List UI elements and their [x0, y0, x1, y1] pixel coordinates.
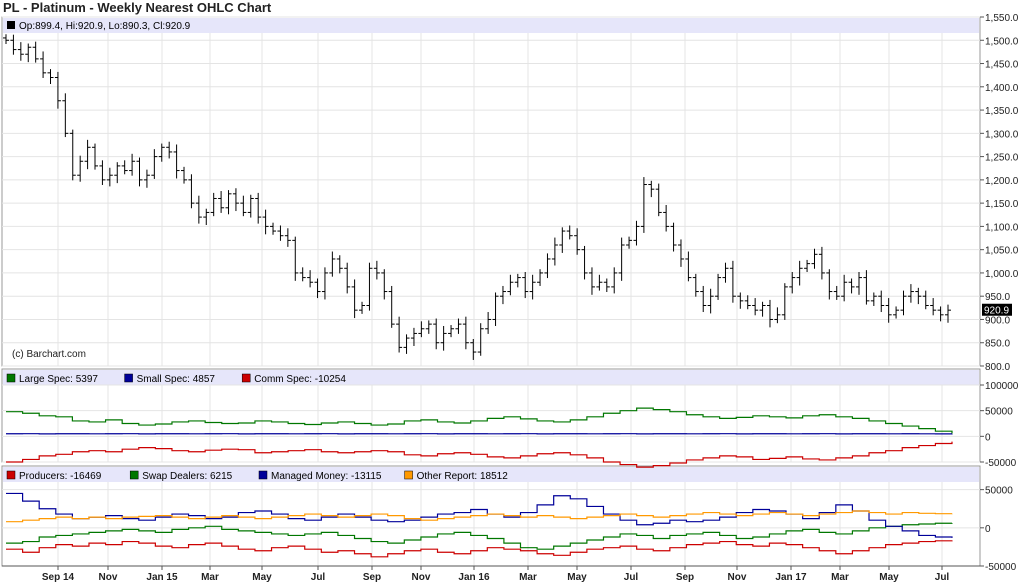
y-tick-label: 1,150.0 [985, 199, 1019, 210]
x-tick-label: Nov [412, 572, 431, 583]
y-tick-label: 850.0 [985, 339, 1010, 350]
ohlc-legend: Op:899.4, Hi:920.9, Lo:890.3, Cl:920.9 [19, 21, 191, 32]
x-tick-label: Sep 14 [42, 572, 75, 583]
legend-label-spec: Small Spec: 4857 [137, 374, 216, 385]
series-line-spec [6, 407, 953, 434]
legend-label-cot: Other Report: 18512 [417, 471, 509, 482]
legend-swatch-cot [6, 470, 16, 480]
y-tick-label: 1,000.0 [985, 269, 1019, 280]
panel-legend-bar-1 [3, 18, 979, 33]
x-tick-label: May [879, 572, 899, 583]
y-tick-label: 100000 [985, 381, 1019, 392]
x-tick-label: Jul [935, 572, 950, 583]
legend-swatch-ohlc [7, 21, 15, 29]
legend-label-cot: Producers: -16469 [19, 471, 102, 482]
page-title: PL - Platinum - Weekly Nearest OHLC Char… [3, 0, 272, 15]
y-tick-label: 0 [985, 432, 991, 443]
series-line-spec [6, 441, 953, 468]
y-tick-label: 950.0 [985, 292, 1010, 303]
legend-label-spec: Large Spec: 5397 [19, 374, 98, 385]
y-tick-label: 900.0 [985, 315, 1010, 326]
series-line-cot [6, 522, 953, 550]
legend-swatch-cot [258, 470, 268, 480]
last-value-box [982, 303, 1012, 316]
y-tick-label: -50000 [985, 562, 1017, 573]
x-tick-label: Mar [831, 572, 849, 583]
x-tick-label: Jul [311, 572, 326, 583]
series-line-cot [6, 510, 953, 523]
y-tick-label: 0 [985, 524, 991, 535]
y-tick-label: 50000 [985, 486, 1013, 497]
series-line-cot [6, 540, 953, 558]
x-tick-label: Nov [99, 572, 118, 583]
y-tick-label: 1,550.0 [985, 13, 1019, 24]
y-tick-label: 1,200.0 [985, 176, 1019, 187]
legend-label-spec: Comm Spec: -10254 [254, 374, 346, 385]
y-tick-label: 1,050.0 [985, 246, 1019, 257]
y-tick-label: 1,250.0 [985, 153, 1019, 164]
y-tick-label: 1,350.0 [985, 106, 1019, 117]
y-tick-label: 800.0 [985, 362, 1010, 373]
x-tick-label: Sep [676, 572, 694, 583]
y-tick-label: 50000 [985, 407, 1013, 418]
copyright-text: (c) Barchart.com [12, 349, 86, 360]
last-value-label: 920.9 [984, 306, 1009, 317]
x-tick-label: May [252, 572, 272, 583]
y-tick-label: -50000 [985, 458, 1017, 469]
y-tick-label: 1,300.0 [985, 129, 1019, 140]
legend-swatch-spec [6, 373, 16, 383]
x-tick-label: Mar [201, 572, 219, 583]
y-tick-label: 1,500.0 [985, 36, 1019, 47]
y-tick-label: 1,400.0 [985, 83, 1019, 94]
legend-swatch-cot [404, 470, 413, 480]
legend-label-cot: Swap Dealers: 6215 [142, 471, 232, 482]
x-tick-label: May [567, 572, 587, 583]
x-tick-label: Jan 16 [458, 572, 490, 583]
x-tick-label: Jul [624, 572, 639, 583]
x-tick-label: Mar [519, 572, 537, 583]
legend-swatch-spec [241, 373, 251, 383]
x-tick-label: Sep [363, 572, 381, 583]
panel-frame-1 [1, 16, 981, 367]
legend-label-cot: Managed Money: -13115 [271, 471, 382, 482]
panel-legend-bar-3 [3, 467, 979, 482]
x-tick-label: Jan 15 [146, 572, 178, 583]
legend-swatch-cot [129, 470, 139, 480]
legend-swatch-spec [124, 373, 133, 383]
y-tick-label: 1,100.0 [985, 222, 1019, 233]
x-tick-label: Nov [728, 572, 747, 583]
y-tick-label: 1,450.0 [985, 60, 1019, 71]
x-tick-label: Jan 17 [775, 572, 807, 583]
